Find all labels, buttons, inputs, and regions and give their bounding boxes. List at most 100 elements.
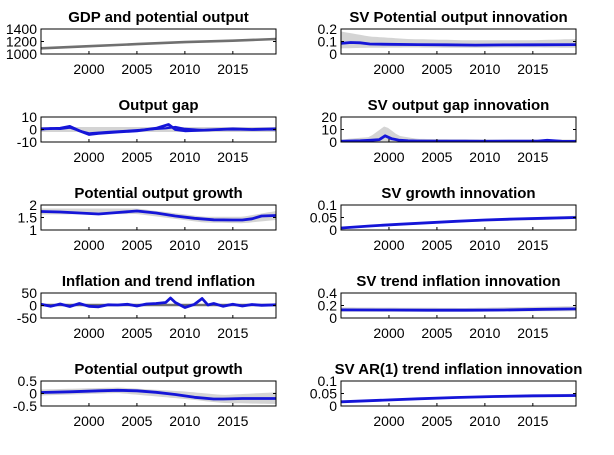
series-line-2 [41, 123, 276, 136]
chart-title: SV output gap innovation [368, 97, 550, 114]
chart-panel-5: Potential output growth 11.52 2000 2005 2010… [18, 185, 277, 253]
chart-panel-9: Potential output growth -0.500.5 2000 2005 2… [13, 361, 277, 429]
chart-panel-2: SV Potential output innovation 00.10.2 200… [318, 9, 577, 77]
y-tick-label: 50 [21, 285, 37, 301]
y-tick-label: 0.2 [318, 298, 338, 314]
series-line-1 [341, 307, 576, 312]
x-tick-label: 2000 [373, 149, 404, 165]
x-tick-label: 2005 [121, 237, 152, 253]
series-line-1 [41, 388, 276, 401]
series-line-1 [41, 37, 276, 50]
chart-title: Potential output growth [74, 361, 242, 378]
x-tick-label: 2005 [121, 413, 152, 429]
x-tick-label: 2015 [217, 61, 248, 77]
y-tick-label: 1.5 [18, 210, 38, 226]
x-tick-label: 2000 [73, 413, 104, 429]
chart-panel-6: SV growth innovation 00.050.1 2000 2005 2010… [310, 185, 577, 253]
x-tick-label: 2005 [121, 149, 152, 165]
x-tick-label: 2000 [373, 61, 404, 77]
x-tick-label: 2015 [517, 61, 548, 77]
series-line-1 [341, 134, 576, 142]
x-tick-label: 2005 [121, 325, 152, 341]
x-tick-label: 2010 [469, 413, 500, 429]
y-tick-label: 0 [29, 386, 37, 402]
x-tick-label: 2005 [421, 237, 452, 253]
x-tick-label: 2010 [469, 61, 500, 77]
x-tick-label: 2015 [217, 325, 248, 341]
y-tick-label: 0 [329, 222, 337, 238]
x-tick-label: 2000 [373, 413, 404, 429]
x-tick-label: 2000 [73, 325, 104, 341]
x-tick-label: 2005 [421, 413, 452, 429]
y-tick-label: 0.5 [18, 373, 38, 389]
x-tick-label: 2015 [217, 413, 248, 429]
x-tick-label: 2000 [73, 149, 104, 165]
y-tick-label: 10 [21, 109, 37, 125]
x-tick-label: 2010 [469, 237, 500, 253]
y-tick-label: 0 [329, 398, 337, 414]
confidence-band [341, 126, 576, 142]
x-tick-label: 2000 [73, 237, 104, 253]
x-tick-label: 2000 [373, 325, 404, 341]
y-tick-label: 1400 [6, 21, 37, 37]
x-tick-label: 2015 [217, 237, 248, 253]
chart-title: Potential output growth [74, 185, 242, 202]
y-tick-label: 0.05 [310, 386, 337, 402]
x-tick-label: 2010 [169, 413, 200, 429]
plot-frame [340, 292, 577, 319]
y-tick-label: 0.1 [318, 34, 338, 50]
chart-title: Output gap [119, 97, 199, 114]
x-tick-label: 2015 [217, 149, 248, 165]
y-tick-label: 0.05 [310, 210, 337, 226]
y-tick-label: 10 [321, 122, 337, 138]
y-tick-label: -0.5 [13, 398, 37, 414]
y-tick-label: 0.1 [318, 197, 338, 213]
series-line-1 [341, 41, 576, 47]
chart-title: SV AR(1) trend inflation innovation [335, 361, 583, 378]
chart-title: SV growth innovation [381, 185, 535, 202]
chart-title: SV trend inflation innovation [356, 273, 560, 290]
confidence-band [41, 387, 276, 404]
y-tick-label: 0 [29, 298, 37, 314]
y-tick-label: 0 [329, 134, 337, 150]
y-tick-label: 0.2 [318, 21, 338, 37]
y-tick-label: 0 [329, 46, 337, 62]
y-tick-label: -10 [17, 134, 37, 150]
y-tick-label: 0 [329, 310, 337, 326]
x-tick-label: 2010 [469, 325, 500, 341]
x-tick-label: 2005 [421, 325, 452, 341]
x-tick-label: 2000 [73, 61, 104, 77]
x-tick-label: 2005 [121, 61, 152, 77]
x-tick-label: 2010 [169, 149, 200, 165]
x-tick-label: 2015 [517, 237, 548, 253]
y-tick-label: 0.4 [318, 285, 338, 301]
x-tick-label: 2010 [469, 149, 500, 165]
y-tick-label: 1 [29, 222, 37, 238]
y-tick-label: 1200 [6, 34, 37, 50]
x-tick-label: 2005 [421, 149, 452, 165]
chart-panel-8: SV trend inflation innovation 00.20.4 2000… [318, 273, 577, 341]
y-tick-label: 20 [321, 109, 337, 125]
series-line-1 [341, 216, 576, 230]
chart-panel-10: SV AR(1) trend inflation innovation 00.05… [310, 361, 583, 429]
x-tick-label: 2015 [517, 325, 548, 341]
y-tick-label: 0 [29, 122, 37, 138]
y-tick-label: 0.1 [318, 373, 338, 389]
series-line-2 [41, 296, 276, 309]
y-tick-label: -50 [17, 310, 37, 326]
series-line-1 [41, 209, 276, 222]
x-tick-label: 2010 [169, 61, 200, 77]
chart-title: SV Potential output innovation [349, 9, 567, 26]
x-tick-label: 2000 [373, 237, 404, 253]
chart-title: Inflation and trend inflation [62, 273, 255, 290]
x-tick-label: 2005 [421, 61, 452, 77]
x-tick-label: 2015 [517, 149, 548, 165]
x-tick-label: 2010 [169, 237, 200, 253]
y-tick-label: 1000 [6, 46, 37, 62]
plot-frame [340, 380, 577, 407]
